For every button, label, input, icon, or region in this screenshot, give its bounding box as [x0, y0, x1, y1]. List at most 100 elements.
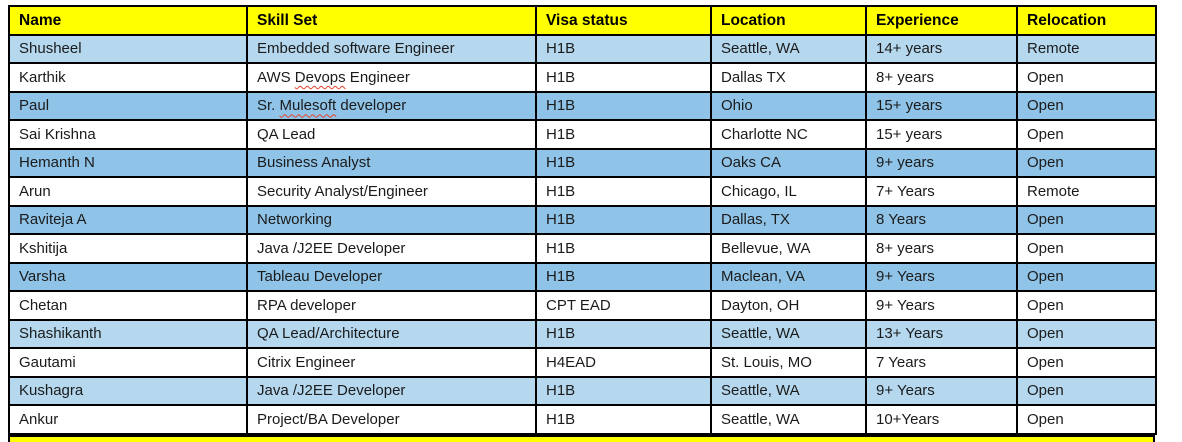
cell-name[interactable]: Ankur: [8, 404, 248, 435]
cell-skill-set[interactable]: Citrix Engineer: [246, 347, 537, 378]
cell-experience[interactable]: 8+ years: [865, 62, 1018, 93]
table-row: Varsha Tableau Developer H1B Maclean, VA 9+ …: [8, 261, 1157, 292]
cell-location[interactable]: Ohio: [710, 90, 867, 121]
cell-location[interactable]: Chicago, IL: [710, 176, 867, 207]
cell-name[interactable]: Hemanth N: [8, 147, 248, 178]
cell-visa-status[interactable]: H1B: [535, 62, 712, 93]
cell-visa-status[interactable]: H1B: [535, 176, 712, 207]
cell-skill-set[interactable]: Embedded software Engineer: [246, 33, 537, 64]
table-row: Gautami Citrix Engineer H4EAD St. Louis, MO…: [8, 347, 1157, 378]
cell-name[interactable]: Varsha: [8, 261, 248, 292]
cell-name[interactable]: Kushagra: [8, 375, 248, 406]
cell-experience[interactable]: 7+ Years: [865, 176, 1018, 207]
cell-location[interactable]: Seattle, WA: [710, 33, 867, 64]
cell-experience[interactable]: 9+ years: [865, 147, 1018, 178]
cell-relocation[interactable]: Open: [1016, 347, 1157, 378]
cell-name[interactable]: Shusheel: [8, 33, 248, 64]
cell-experience[interactable]: 14+ years: [865, 33, 1018, 64]
cell-location[interactable]: Oaks CA: [710, 147, 867, 178]
cell-visa-status[interactable]: H1B: [535, 318, 712, 349]
cell-relocation[interactable]: Open: [1016, 119, 1157, 150]
cell-experience[interactable]: 9+ Years: [865, 375, 1018, 406]
cell-visa-status[interactable]: H1B: [535, 204, 712, 235]
cell-experience[interactable]: 8 Years: [865, 204, 1018, 235]
cell-location[interactable]: St. Louis, MO: [710, 347, 867, 378]
cell-name[interactable]: Chetan: [8, 290, 248, 321]
cell-visa-status[interactable]: H1B: [535, 119, 712, 150]
cell-experience[interactable]: 9+ Years: [865, 290, 1018, 321]
cell-visa-status[interactable]: H1B: [535, 147, 712, 178]
cell-relocation[interactable]: Open: [1016, 375, 1157, 406]
cell-relocation[interactable]: Open: [1016, 404, 1157, 435]
cell-skill-set[interactable]: Networking: [246, 204, 537, 235]
cell-relocation[interactable]: Open: [1016, 204, 1157, 235]
cell-location[interactable]: Seattle, WA: [710, 318, 867, 349]
column-header-experience[interactable]: Experience: [865, 5, 1018, 36]
cell-relocation[interactable]: Remote: [1016, 33, 1157, 64]
cell-visa-status[interactable]: H1B: [535, 90, 712, 121]
cell-skill-set[interactable]: Project/BA Developer: [246, 404, 537, 435]
cell-skill-set[interactable]: Java /J2EE Developer: [246, 233, 537, 264]
cell-skill-set[interactable]: AWS Devops Engineer: [246, 62, 537, 93]
cell-location[interactable]: Dallas TX: [710, 62, 867, 93]
cell-experience[interactable]: 7 Years: [865, 347, 1018, 378]
cell-relocation[interactable]: Open: [1016, 90, 1157, 121]
text-segment: Engineer: [345, 68, 410, 86]
cell-visa-status[interactable]: H1B: [535, 404, 712, 435]
cell-relocation[interactable]: Open: [1016, 318, 1157, 349]
cell-location[interactable]: Seattle, WA: [710, 375, 867, 406]
cell-location[interactable]: Dayton, OH: [710, 290, 867, 321]
cell-experience[interactable]: 10+Years: [865, 404, 1018, 435]
cell-location[interactable]: Dallas, TX: [710, 204, 867, 235]
cell-name[interactable]: Karthik: [8, 62, 248, 93]
cell-name[interactable]: Arun: [8, 176, 248, 207]
table-row: Chetan RPA developer CPT EAD Dayton, OH 9+ Y…: [8, 290, 1157, 321]
cell-name[interactable]: Raviteja A: [8, 204, 248, 235]
cell-relocation[interactable]: Open: [1016, 233, 1157, 264]
table-row: Kshitija Java /J2EE Developer H1B Bellevue,…: [8, 233, 1157, 264]
cell-visa-status[interactable]: H4EAD: [535, 347, 712, 378]
cell-relocation[interactable]: Open: [1016, 261, 1157, 292]
cell-relocation[interactable]: Open: [1016, 290, 1157, 321]
cell-visa-status[interactable]: H1B: [535, 375, 712, 406]
cell-name[interactable]: Sai Krishna: [8, 119, 248, 150]
cell-name[interactable]: Shashikanth: [8, 318, 248, 349]
table-body: Shusheel Embedded software Engineer H1B Sea…: [8, 33, 1157, 435]
table-row: Karthik AWS Devops Engineer H1B Dallas TX 8+…: [8, 62, 1157, 93]
cell-name[interactable]: Kshitija: [8, 233, 248, 264]
cell-visa-status[interactable]: H1B: [535, 233, 712, 264]
column-header-location[interactable]: Location: [710, 5, 867, 36]
column-header-relocation[interactable]: Relocation: [1016, 5, 1157, 36]
cell-relocation[interactable]: Open: [1016, 147, 1157, 178]
cell-experience[interactable]: 15+ years: [865, 90, 1018, 121]
cell-name[interactable]: Gautami: [8, 347, 248, 378]
cell-experience[interactable]: 8+ years: [865, 233, 1018, 264]
cell-skill-set[interactable]: Security Analyst/Engineer: [246, 176, 537, 207]
cell-location[interactable]: Charlotte NC: [710, 119, 867, 150]
cell-skill-set[interactable]: QA Lead: [246, 119, 537, 150]
misspelled-word: Mulesoft: [279, 97, 337, 115]
cell-experience[interactable]: 15+ years: [865, 119, 1018, 150]
column-header-skill-set[interactable]: Skill Set: [246, 5, 537, 36]
cell-skill-set[interactable]: Java /J2EE Developer: [246, 375, 537, 406]
cell-skill-set[interactable]: Tableau Developer: [246, 261, 537, 292]
header-row: Name Skill Set Visa status Location Experien…: [8, 5, 1157, 36]
cell-skill-set[interactable]: Business Analyst: [246, 147, 537, 178]
cell-location[interactable]: Bellevue, WA: [710, 233, 867, 264]
cell-skill-set[interactable]: RPA developer: [246, 290, 537, 321]
cell-visa-status[interactable]: H1B: [535, 33, 712, 64]
cell-skill-set[interactable]: Sr. Mulesoft developer: [246, 90, 537, 121]
cell-experience[interactable]: 13+ Years: [865, 318, 1018, 349]
cell-experience[interactable]: 9+ Years: [865, 261, 1018, 292]
cell-relocation[interactable]: Remote: [1016, 176, 1157, 207]
cell-name[interactable]: Paul: [8, 90, 248, 121]
candidates-table: Name Skill Set Visa status Location Experien…: [8, 5, 1157, 435]
cell-skill-set[interactable]: QA Lead/Architecture: [246, 318, 537, 349]
cell-location[interactable]: Seattle, WA: [710, 404, 867, 435]
cell-location[interactable]: Maclean, VA: [710, 261, 867, 292]
cell-visa-status[interactable]: H1B: [535, 261, 712, 292]
column-header-name[interactable]: Name: [8, 5, 248, 36]
column-header-visa-status[interactable]: Visa status: [535, 5, 712, 36]
cell-visa-status[interactable]: CPT EAD: [535, 290, 712, 321]
cell-relocation[interactable]: Open: [1016, 62, 1157, 93]
